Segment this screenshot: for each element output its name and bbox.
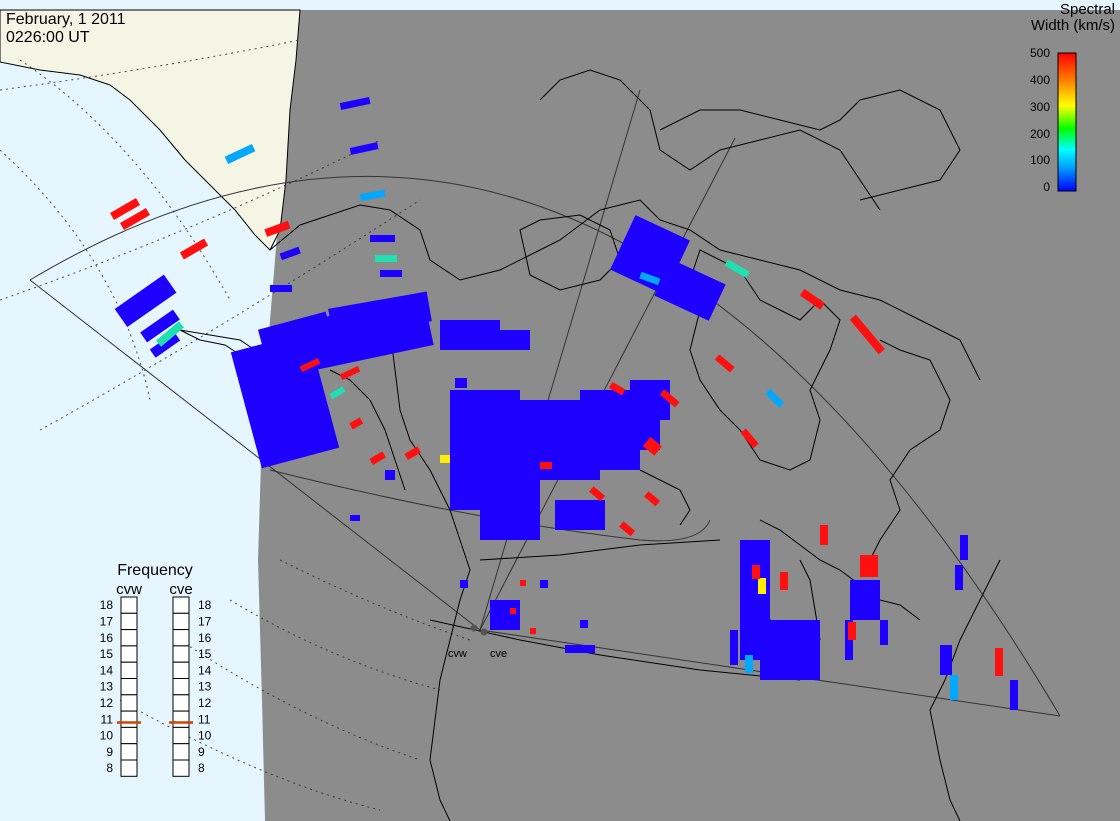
site-label-cve: cve [490, 648, 507, 660]
site-marker-cve [480, 628, 488, 636]
frequency-legend: Frequency cvw cve 18 18 17 17 16 16 15 15 14 14 13… [100, 562, 212, 777]
frequency-cell-cve [172, 645, 190, 663]
frequency-boxes: 18 18 17 17 16 16 15 15 14 14 13 13 12 12 11 11 10 10 9 9 8 8 [100, 596, 212, 777]
radar-sites: cvw cve [448, 624, 507, 660]
frequency-tick-left: 13 [100, 680, 114, 694]
frequency-cell-cve [172, 743, 190, 761]
frequency-tick-left: 8 [106, 761, 113, 775]
spectral-width-colorbar: Spectral Width (km/s) 500 400 300 200 10… [1030, 1, 1115, 194]
frequency-cell-cvw [120, 726, 138, 745]
frequency-cell-cve [172, 710, 190, 728]
lat-lon-grid [0, 39, 471, 811]
frequency-cell-cve [172, 678, 190, 696]
frequency-tick-right: 15 [198, 647, 212, 661]
colorbar-tick-0: 0 [1043, 180, 1050, 194]
frequency-cell-cvw [120, 759, 138, 777]
frequency-tick-left: 18 [100, 598, 114, 612]
frequency-title: Frequency [117, 562, 193, 579]
colorbar-title-line1: Spectral [1060, 1, 1115, 18]
frequency-cell-cvw [120, 710, 138, 728]
colorbar-tick-300: 300 [1030, 100, 1050, 114]
frequency-tick-left: 10 [100, 729, 114, 743]
frequency-cell-cve [172, 629, 190, 647]
frequency-radar-label-cve: cve [169, 581, 192, 598]
frequency-tick-right: 11 [198, 712, 211, 726]
frequency-cell-cve [172, 759, 190, 777]
frequency-tick-left: 11 [101, 712, 114, 726]
frequency-cell-cvw [120, 629, 138, 647]
frequency-tick-right: 17 [198, 614, 212, 628]
frequency-tick-right: 13 [198, 680, 212, 694]
colorbar-tick-200: 200 [1030, 127, 1050, 141]
frequency-tick-right: 16 [198, 631, 212, 645]
frequency-radar-label-cvw: cvw [116, 581, 142, 598]
frequency-cell-cvw [120, 678, 138, 696]
frequency-tick-left: 16 [100, 631, 114, 645]
date-label: February, 1 2011 [6, 11, 126, 28]
frequency-tick-left: 9 [106, 745, 113, 759]
colorbar-tick-500: 500 [1030, 46, 1050, 60]
colorbar-tick-400: 400 [1030, 73, 1050, 87]
frequency-tick-left: 17 [100, 614, 114, 628]
alaska-day-land [0, 9, 301, 251]
frequency-tick-left: 12 [100, 696, 114, 710]
colorbar-title-line2: Width (km/s) [1031, 17, 1115, 34]
frequency-cell-cvw [120, 596, 138, 614]
site-label-cvw: cvw [448, 648, 467, 660]
echo-cells-yellow [440, 455, 766, 594]
frequency-cell-cvw [120, 645, 138, 663]
colorbar-tick-100: 100 [1030, 153, 1050, 167]
frequency-tick-left: 14 [100, 663, 114, 677]
echo-cells-high [110, 198, 1003, 676]
frequency-cell-cvw [120, 694, 138, 712]
frequency-cell-cvw [120, 612, 138, 631]
echo-cells-teal [155, 255, 750, 400]
frequency-cell-cve [172, 726, 190, 745]
frequency-tick-right: 9 [198, 745, 205, 759]
frequency-tick-right: 14 [198, 663, 212, 677]
frequency-tick-right: 12 [198, 696, 212, 710]
frequency-cell-cve [172, 612, 190, 631]
frequency-cell-cvw [120, 661, 138, 680]
frequency-cell-cve [172, 661, 190, 680]
frequency-tick-right: 10 [198, 729, 212, 743]
frequency-tick-left: 15 [100, 647, 114, 661]
night-region [258, 10, 1120, 821]
time-label: 0226:00 UT [6, 29, 90, 46]
site-marker-cvw [470, 624, 478, 632]
frequency-cell-cve [172, 596, 190, 614]
frequency-tick-right: 8 [198, 761, 205, 775]
frequency-cell-cve [172, 694, 190, 712]
colorbar-gradient [1057, 52, 1077, 192]
echo-cells-mid [224, 144, 958, 700]
frequency-cell-cvw [120, 743, 138, 761]
frequency-tick-right: 18 [198, 598, 212, 612]
